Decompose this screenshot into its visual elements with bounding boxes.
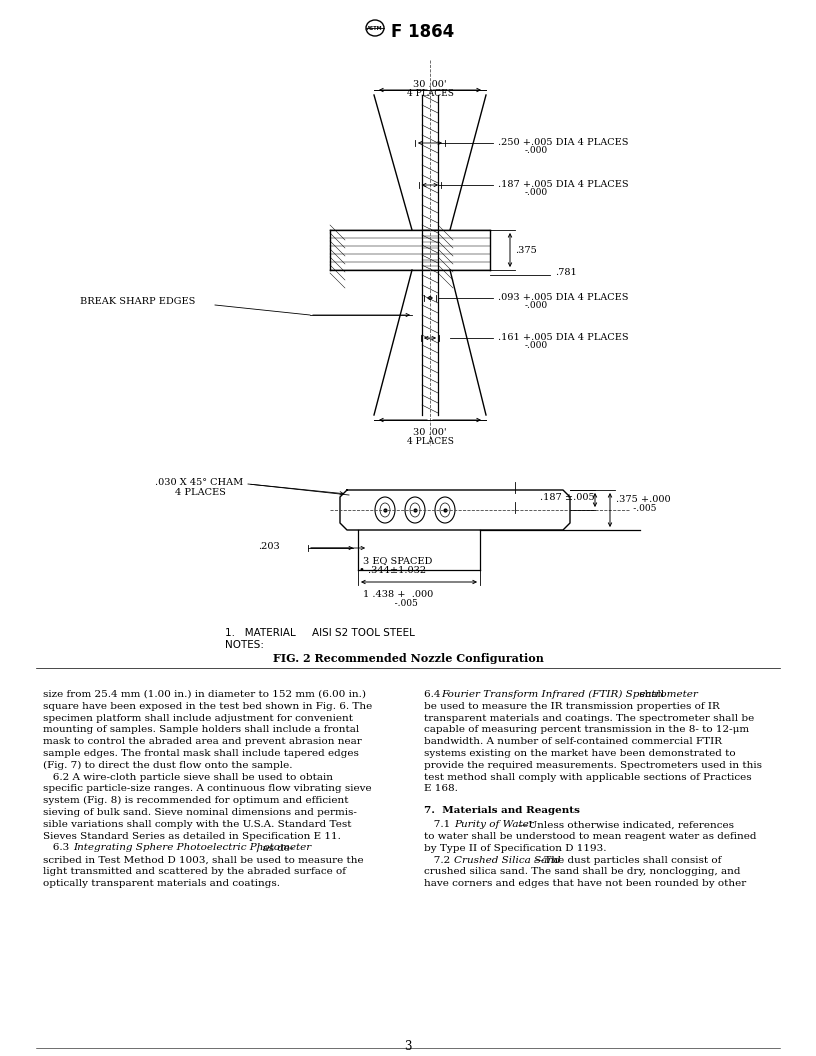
Text: 7.2: 7.2 xyxy=(424,855,454,865)
Text: specimen platform shall include adjustment for convenient: specimen platform shall include adjustme… xyxy=(43,714,353,722)
Text: specific particle-size ranges. A continuous flow vibrating sieve: specific particle-size ranges. A continu… xyxy=(43,785,371,793)
Text: sieving of bulk sand. Sieve nominal dimensions and permis-: sieving of bulk sand. Sieve nominal dime… xyxy=(43,808,357,817)
Text: crushed silica sand. The sand shall be dry, nonclogging, and: crushed silica sand. The sand shall be d… xyxy=(424,867,740,876)
Text: mounting of samples. Sample holders shall include a frontal: mounting of samples. Sample holders shal… xyxy=(43,725,359,734)
Text: 3 EQ SPACED: 3 EQ SPACED xyxy=(363,557,432,565)
Text: Crushed Silica Sand: Crushed Silica Sand xyxy=(454,855,561,865)
Text: provide the required measurements. Spectrometers used in this: provide the required measurements. Spect… xyxy=(424,760,762,770)
Text: 1.   MATERIAL     AISI S2 TOOL STEEL: 1. MATERIAL AISI S2 TOOL STEEL xyxy=(225,628,415,638)
Text: to water shall be understood to mean reagent water as defined: to water shall be understood to mean rea… xyxy=(424,832,756,841)
Text: 4 PLACES: 4 PLACES xyxy=(406,437,454,446)
Text: 3: 3 xyxy=(404,1040,412,1053)
Text: ASTM: ASTM xyxy=(367,25,383,31)
Text: 6.3: 6.3 xyxy=(43,844,73,852)
Text: 1 .438 +  .000: 1 .438 + .000 xyxy=(363,590,433,599)
Text: light transmitted and scattered by the abraded surface of: light transmitted and scattered by the a… xyxy=(43,867,346,876)
Text: 6.2 A wire-cloth particle sieve shall be used to obtain: 6.2 A wire-cloth particle sieve shall be… xyxy=(43,773,333,781)
Text: .203: .203 xyxy=(258,542,280,551)
Text: -.005: -.005 xyxy=(616,504,657,513)
Text: Fourier Transform Infrared (FTIR) Spectrometer: Fourier Transform Infrared (FTIR) Spectr… xyxy=(441,690,698,699)
Text: shall: shall xyxy=(636,690,665,699)
Text: size from 25.4 mm (1.00 in.) in diameter to 152 mm (6.00 in.): size from 25.4 mm (1.00 in.) in diameter… xyxy=(43,690,366,699)
Text: .187 ±.005: .187 ±.005 xyxy=(540,493,595,502)
Text: systems existing on the market have been demonstrated to: systems existing on the market have been… xyxy=(424,749,736,758)
Text: .187 +.005 DIA 4 PLACES: .187 +.005 DIA 4 PLACES xyxy=(498,180,628,189)
Text: 30 .00': 30 .00' xyxy=(413,80,447,89)
Text: -.000: -.000 xyxy=(525,301,548,310)
Text: have corners and edges that have not been rounded by other: have corners and edges that have not bee… xyxy=(424,880,747,888)
Text: .375: .375 xyxy=(515,246,537,254)
Text: 30 .00': 30 .00' xyxy=(413,428,447,437)
Text: capable of measuring percent transmission in the 8- to 12-μm: capable of measuring percent transmissio… xyxy=(424,725,749,734)
Text: be used to measure the IR transmission properties of IR: be used to measure the IR transmission p… xyxy=(424,702,720,711)
Text: 4 PLACES: 4 PLACES xyxy=(175,488,226,497)
Text: Integrating Sphere Photoelectric Photometer: Integrating Sphere Photoelectric Photome… xyxy=(73,844,311,852)
Text: mask to control the abraded area and prevent abrasion near: mask to control the abraded area and pre… xyxy=(43,737,361,747)
Text: bandwidth. A number of self-contained commercial FTIR: bandwidth. A number of self-contained co… xyxy=(424,737,722,747)
Text: (Fig. 7) to direct the dust flow onto the sample.: (Fig. 7) to direct the dust flow onto th… xyxy=(43,760,292,770)
Text: , as de-: , as de- xyxy=(255,844,293,852)
Text: F 1864: F 1864 xyxy=(391,23,455,41)
Text: .781: .781 xyxy=(555,268,577,277)
Text: square have been exposed in the test bed shown in Fig. 6. The: square have been exposed in the test bed… xyxy=(43,702,372,711)
Text: .161 +.005 DIA 4 PLACES: .161 +.005 DIA 4 PLACES xyxy=(498,333,628,342)
Text: • .344±1.032: • .344±1.032 xyxy=(359,566,426,576)
Text: system (Fig. 8) is recommended for optimum and efficient: system (Fig. 8) is recommended for optim… xyxy=(43,796,348,806)
Text: -.000: -.000 xyxy=(525,188,548,197)
Text: -.000: -.000 xyxy=(525,146,548,155)
Text: E 168.: E 168. xyxy=(424,785,458,793)
Text: sible variations shall comply with the U.S.A. Standard Test: sible variations shall comply with the U… xyxy=(43,819,352,829)
Text: 7.1: 7.1 xyxy=(424,821,454,829)
Text: -.005: -.005 xyxy=(363,599,418,608)
Text: transparent materials and coatings. The spectrometer shall be: transparent materials and coatings. The … xyxy=(424,714,754,722)
Text: 7.  Materials and Reagents: 7. Materials and Reagents xyxy=(424,806,580,815)
Text: -.000: -.000 xyxy=(525,341,548,350)
Text: optically transparent materials and coatings.: optically transparent materials and coat… xyxy=(43,879,280,888)
Text: Sieves Standard Series as detailed in Specification E 11.: Sieves Standard Series as detailed in Sp… xyxy=(43,832,341,841)
Text: by Type II of Specification D 1193.: by Type II of Specification D 1193. xyxy=(424,844,606,853)
Text: .375 +.000: .375 +.000 xyxy=(616,495,671,504)
Text: NOTES:: NOTES: xyxy=(225,640,264,650)
Text: .250 +.005 DIA 4 PLACES: .250 +.005 DIA 4 PLACES xyxy=(498,138,628,147)
Text: —The dust particles shall consist of: —The dust particles shall consist of xyxy=(534,855,722,865)
Text: 4 PLACES: 4 PLACES xyxy=(406,89,454,98)
Text: test method shall comply with applicable sections of Practices: test method shall comply with applicable… xyxy=(424,773,752,781)
Text: sample edges. The frontal mask shall include tapered edges: sample edges. The frontal mask shall inc… xyxy=(43,749,359,758)
Text: 6.4: 6.4 xyxy=(424,690,444,699)
Text: .093 +.005 DIA 4 PLACES: .093 +.005 DIA 4 PLACES xyxy=(498,293,628,302)
Text: FIG. 2 Recommended Nozzle Configuration: FIG. 2 Recommended Nozzle Configuration xyxy=(273,653,543,664)
Text: scribed in Test Method D 1003, shall be used to measure the: scribed in Test Method D 1003, shall be … xyxy=(43,855,364,864)
Text: —Unless otherwise indicated, references: —Unless otherwise indicated, references xyxy=(517,821,734,829)
Text: BREAK SHARP EDGES: BREAK SHARP EDGES xyxy=(80,297,195,306)
Text: .030 X 45° CHAM: .030 X 45° CHAM xyxy=(155,478,243,487)
Text: Purity of Water: Purity of Water xyxy=(454,821,534,829)
